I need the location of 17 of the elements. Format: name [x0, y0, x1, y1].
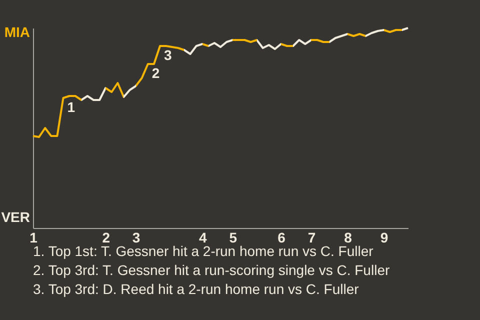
x-tick-label: 5	[229, 230, 238, 246]
x-tick-label: 6	[278, 230, 286, 246]
x-tick-label: 4	[198, 230, 207, 246]
x-tick-label: 9	[380, 230, 388, 246]
text: 3. Top 3rd: D. Reed hit a 2-run home run vs C. Fuller	[33, 281, 360, 297]
x-tick-label: 3	[132, 230, 140, 246]
x-tick-label: 7	[308, 230, 316, 246]
text: 2. Top 3rd: T. Gessner hit a run-scoring single vs C. Fuller	[33, 262, 390, 278]
text: VER	[1, 209, 30, 225]
x-tick-label: 1	[30, 230, 38, 246]
annotation: 2	[152, 65, 160, 81]
text: MIA	[4, 24, 30, 40]
text: 1. Top 1st: T. Gessner hit a 2-run home run vs C. Fuller	[33, 243, 374, 259]
annotation: 3	[164, 47, 172, 63]
x-tick-label: 2	[102, 230, 110, 246]
x-tick-label: 8	[344, 230, 352, 246]
annotation: 1	[67, 99, 76, 115]
